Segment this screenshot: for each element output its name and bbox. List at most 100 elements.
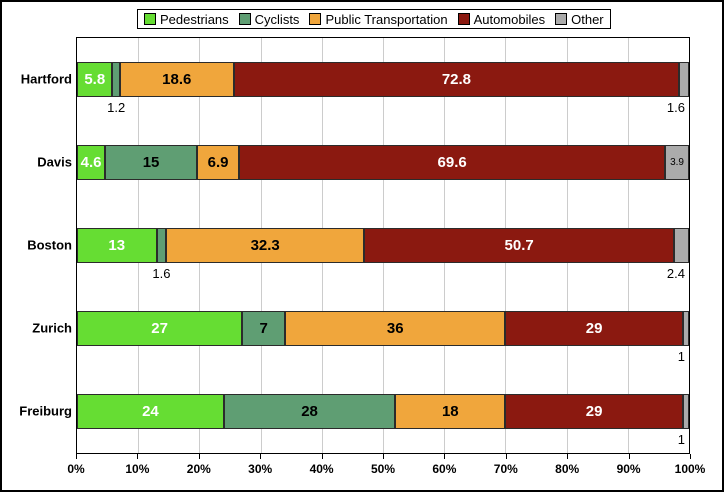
category-label: Hartford — [20, 71, 72, 86]
bar-segment — [682, 311, 689, 346]
segment-value-label: 69.6 — [437, 154, 467, 171]
legend-swatch-icon — [144, 13, 156, 25]
x-axis-tick-label: 40% — [309, 462, 334, 476]
bar-segment: 24 — [77, 394, 224, 429]
segment-value-label-below: 1.6 — [152, 266, 171, 281]
bar-segment: 4.6 — [77, 145, 106, 180]
segment-value-label: 18.6 — [162, 71, 192, 88]
x-axis-tick-label: 10% — [125, 462, 150, 476]
bar-segment: 27 — [77, 311, 243, 346]
stacked-bar: 24 28 18 29 — [77, 394, 689, 429]
segment-value-label: 3.9 — [670, 156, 684, 168]
x-axis-tick — [321, 454, 323, 459]
x-axis-tick — [137, 454, 139, 459]
legend-swatch-icon — [457, 13, 470, 25]
segment-value-label: 18 — [441, 403, 459, 420]
bar-segment — [156, 228, 167, 263]
segment-value-label: 32.3 — [250, 237, 280, 254]
segment-value-label: 6.9 — [207, 154, 229, 171]
legend-label: Public Transportation — [325, 11, 448, 27]
segment-value-label: 5.8 — [84, 71, 106, 88]
bar-segment: 69.6 — [239, 145, 666, 180]
bar-row: 27 7 36 29 1 — [77, 287, 689, 370]
legend-label: Cyclists — [254, 11, 300, 27]
x-axis-tick-label: 30% — [248, 462, 273, 476]
segment-value-label-below: 2.4 — [666, 266, 685, 281]
x-axis-tick-label: 70% — [493, 462, 518, 476]
legend-item: Pedestrians — [144, 12, 229, 27]
x-axis-tick — [628, 454, 630, 459]
legend: Pedestrians Cyclists Public Transportation… — [137, 9, 611, 29]
bar-segment: 6.9 — [196, 145, 240, 180]
bar-segment — [679, 62, 689, 97]
bar-segment: 5.8 — [77, 62, 113, 97]
bar-segment: 36 — [285, 311, 506, 346]
legend-item: Cyclists — [238, 11, 300, 27]
segment-value-label: 7 — [259, 320, 268, 337]
x-axis-tick-label: 20% — [186, 462, 211, 476]
x-axis-tick — [567, 454, 569, 459]
bar-segment: 18.6 — [119, 62, 234, 97]
stacked-bar: 13 32.3 50.7 — [77, 228, 689, 263]
legend-item: Automobiles — [457, 11, 546, 27]
segment-value-label-below: 1.2 — [107, 100, 126, 115]
bar-segment — [112, 62, 120, 97]
legend-label: Other — [571, 11, 604, 27]
x-axis-tick — [505, 454, 507, 459]
segment-value-label: 27 — [151, 320, 168, 337]
segment-value-label: 24 — [142, 403, 159, 420]
legend-label: Automobiles — [473, 11, 546, 27]
bar-segment: 28 — [223, 394, 396, 429]
segment-value-label: 13 — [108, 237, 126, 254]
bar-segment: 13 — [77, 228, 157, 263]
x-axis-tick — [76, 454, 77, 459]
segment-value-label: 4.6 — [80, 154, 102, 171]
bar-segment: 7 — [242, 311, 286, 346]
bar-row: 5.8 18.6 72.8 1.2 1.6 — [77, 38, 689, 121]
segment-value-label: 28 — [301, 403, 318, 420]
x-axis-tick — [198, 454, 200, 459]
bar-row: 13 32.3 50.7 1.6 2.4 — [77, 204, 689, 287]
bar-row: 24 28 18 29 1 — [77, 370, 689, 453]
bar-segment: 18 — [395, 394, 506, 429]
x-axis-tick-label: 50% — [370, 462, 396, 476]
x-axis-tick — [690, 454, 691, 459]
legend-swatch-icon — [555, 13, 568, 25]
bar-row: 4.6 15 6.9 69.6 3.9 — [77, 121, 689, 204]
bar-segment: 3.9 — [665, 145, 689, 180]
stacked-bar: 4.6 15 6.9 69.6 3.9 — [77, 145, 689, 180]
category-label: Freiburg — [19, 403, 72, 418]
x-axis-tick — [383, 454, 384, 459]
stacked-bar: 5.8 18.6 72.8 — [77, 62, 689, 97]
bar-segment: 50.7 — [364, 228, 675, 263]
bar-segment — [674, 228, 689, 263]
segment-value-label-below: 1 — [677, 432, 685, 447]
x-axis-tick-label: 100% — [674, 462, 706, 476]
segment-value-label: 72.8 — [441, 71, 472, 88]
bar-segment — [682, 394, 689, 429]
x-axis-tick-label: 60% — [432, 462, 457, 476]
x-axis-tick-label: 90% — [616, 462, 641, 476]
x-axis-tick — [260, 454, 262, 459]
x-axis-tick — [444, 454, 446, 459]
x-axis-tick-label: 0% — [67, 462, 85, 476]
segment-value-label: 29 — [585, 403, 603, 420]
x-axis-tick-label: 80% — [555, 462, 580, 476]
segment-value-label: 15 — [142, 154, 160, 171]
legend-item: Other — [555, 12, 604, 27]
legend-swatch-icon — [238, 13, 251, 25]
category-label: Davis — [37, 154, 72, 169]
plot-area: 5.8 18.6 72.8 1.2 1.6 4.6 15 6.9 69.6 3.9 13 32.3 50… — [76, 37, 690, 454]
bar-segment: 72.8 — [233, 62, 680, 97]
legend-item: Public Transportation — [309, 11, 448, 27]
segment-value-label: 50.7 — [504, 237, 534, 254]
category-label: Boston — [27, 237, 72, 252]
bar-segment: 29 — [505, 311, 683, 346]
bar-segment: 32.3 — [166, 228, 365, 263]
bar-segment: 15 — [105, 145, 197, 180]
legend-label: Pedestrians — [160, 11, 229, 27]
stacked-bar: 27 7 36 29 — [77, 311, 689, 346]
segment-value-label-below: 1 — [677, 349, 685, 364]
segment-value-label: 36 — [386, 320, 404, 337]
